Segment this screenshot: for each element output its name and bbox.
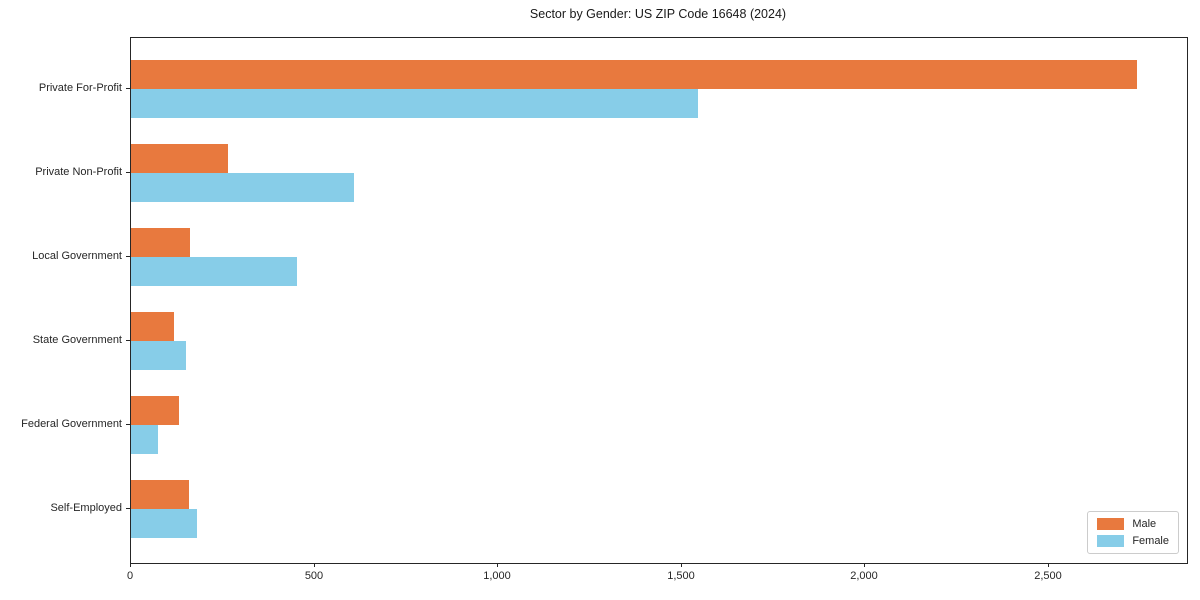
x-tick-mark-1,000 <box>497 563 498 567</box>
y-tick-mark-federal-government <box>126 424 130 425</box>
y-axis-label-private-non-profit: Private Non-Profit <box>35 166 122 178</box>
legend-swatch-male <box>1097 518 1125 530</box>
y-axis-label-local-government: Local Government <box>32 250 122 262</box>
x-tick-mark-0 <box>130 563 131 567</box>
x-tick-mark-1,500 <box>681 563 682 567</box>
bar-male-private-non-profit <box>131 144 228 173</box>
x-axis-label-1,000: 1,000 <box>483 570 511 582</box>
bar-female-local-government <box>131 257 297 286</box>
y-tick-mark-private-for-profit <box>126 88 130 89</box>
chart-title: Sector by Gender: US ZIP Code 16648 (202… <box>529 7 787 21</box>
bar-male-local-government <box>131 228 190 257</box>
bar-female-private-non-profit <box>131 173 354 202</box>
x-tick-mark-500 <box>314 563 315 567</box>
legend-label-female: Female <box>1132 535 1169 547</box>
x-axis-label-2,500: 2,500 <box>1034 570 1062 582</box>
legend-item-male: Male <box>1097 518 1169 530</box>
plot-area: Male Female <box>130 37 1188 564</box>
legend: Male Female <box>1087 511 1179 554</box>
x-axis-label-0: 0 <box>126 570 134 582</box>
y-tick-mark-local-government <box>126 256 130 257</box>
x-tick-mark-2,000 <box>864 563 865 567</box>
bar-male-state-government <box>131 312 174 341</box>
legend-swatch-female <box>1097 535 1125 547</box>
y-tick-mark-private-non-profit <box>126 172 130 173</box>
bar-female-state-government <box>131 341 186 370</box>
bar-female-self-employed <box>131 509 197 538</box>
x-axis-label-1,500: 1,500 <box>667 570 695 582</box>
y-axis-label-federal-government: Federal Government <box>21 418 122 430</box>
bar-male-self-employed <box>131 480 189 509</box>
x-axis-label-500: 500 <box>304 570 324 582</box>
x-tick-mark-2,500 <box>1048 563 1049 567</box>
y-axis-label-private-for-profit: Private For-Profit <box>38 82 122 94</box>
bar-female-private-for-profit <box>131 89 698 118</box>
y-axis-label-self-employed: Self-Employed <box>50 502 122 514</box>
y-tick-mark-self-employed <box>126 508 130 509</box>
y-tick-mark-state-government <box>126 340 130 341</box>
y-axis-label-state-government: State Government <box>32 334 122 346</box>
legend-item-female: Female <box>1097 535 1169 547</box>
bar-male-federal-government <box>131 396 179 425</box>
bar-female-federal-government <box>131 425 158 454</box>
legend-label-male: Male <box>1132 518 1157 530</box>
x-axis-label-2,000: 2,000 <box>850 570 878 582</box>
bar-male-private-for-profit <box>131 60 1137 89</box>
